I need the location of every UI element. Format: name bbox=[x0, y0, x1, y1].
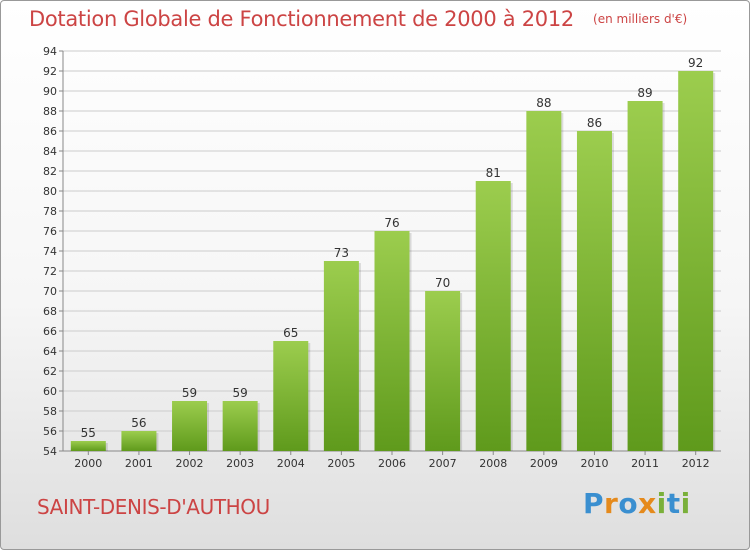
bar bbox=[678, 71, 714, 451]
logo-letter: i bbox=[680, 487, 691, 520]
x-tick-label: 2007 bbox=[429, 457, 457, 470]
y-tick-label: 66 bbox=[43, 325, 57, 338]
x-tick-label: 2005 bbox=[327, 457, 355, 470]
x-tick-label: 2006 bbox=[378, 457, 406, 470]
label-layer: 55 56 59 59 65 73 76 70 81 88 86 89 92 bbox=[81, 56, 704, 440]
bar bbox=[121, 431, 157, 451]
y-tick-label: 56 bbox=[43, 425, 57, 438]
y-tick-label: 60 bbox=[43, 385, 57, 398]
y-tick-label: 78 bbox=[43, 205, 57, 218]
y-tick-label: 72 bbox=[43, 265, 57, 278]
logo-letter: o bbox=[618, 487, 639, 520]
chart-unit: (en milliers d'€) bbox=[593, 12, 688, 26]
y-tick-label: 88 bbox=[43, 105, 57, 118]
proxiti-logo: Proxiti bbox=[583, 487, 691, 520]
y-tick-label: 82 bbox=[43, 165, 57, 178]
bar bbox=[172, 401, 208, 451]
data-label: 73 bbox=[334, 246, 349, 260]
data-label: 92 bbox=[688, 56, 703, 70]
data-label: 81 bbox=[486, 166, 501, 180]
y-tick-label: 70 bbox=[43, 285, 57, 298]
data-label: 56 bbox=[131, 416, 146, 430]
bar bbox=[323, 261, 359, 451]
bar bbox=[475, 181, 511, 451]
logo-letter: i bbox=[656, 487, 667, 520]
bar bbox=[425, 291, 461, 451]
logo-letter: x bbox=[638, 487, 657, 520]
data-label: 88 bbox=[536, 96, 551, 110]
x-tick-label: 2009 bbox=[530, 457, 558, 470]
commune-name: SAINT-DENIS-D'AUTHOU bbox=[37, 495, 270, 519]
y-tick-label: 62 bbox=[43, 365, 57, 378]
bar bbox=[526, 111, 562, 451]
logo-letter: r bbox=[604, 487, 619, 520]
data-label: 59 bbox=[233, 386, 248, 400]
x-tick-label: 2000 bbox=[74, 457, 102, 470]
bar bbox=[627, 101, 663, 451]
x-tick-label: 2002 bbox=[176, 457, 204, 470]
data-label: 65 bbox=[283, 326, 298, 340]
y-tick-label: 54 bbox=[43, 445, 57, 458]
bar bbox=[222, 401, 258, 451]
bar-chart: 54 56 58 60 62 64 66 68 70 72 74 76 78 80 82 84 86 88 90 92… bbox=[43, 45, 721, 470]
chart-title-row: Dotation Globale de Fonctionnement de 20… bbox=[29, 7, 687, 31]
y-tick-label: 90 bbox=[43, 85, 57, 98]
chart-title: Dotation Globale de Fonctionnement de 20… bbox=[29, 7, 574, 31]
y-tick-label: 74 bbox=[43, 245, 57, 258]
x-tick-label: 2012 bbox=[682, 457, 710, 470]
bar bbox=[273, 341, 309, 451]
y-tick-label: 80 bbox=[43, 185, 57, 198]
logo-letter: P bbox=[583, 487, 605, 520]
y-tick-label: 68 bbox=[43, 305, 57, 318]
data-label: 89 bbox=[637, 86, 652, 100]
bar-layer bbox=[70, 71, 716, 451]
x-tick-label: 2008 bbox=[479, 457, 507, 470]
data-label: 59 bbox=[182, 386, 197, 400]
y-tick-label: 64 bbox=[43, 345, 57, 358]
y-tick-label: 58 bbox=[43, 405, 57, 418]
bar bbox=[70, 441, 106, 451]
y-tick-label: 84 bbox=[43, 145, 57, 158]
y-tick-label: 86 bbox=[43, 125, 57, 138]
y-tick-label: 94 bbox=[43, 45, 57, 58]
data-label: 86 bbox=[587, 116, 602, 130]
data-label: 76 bbox=[384, 216, 399, 230]
y-tick-label: 92 bbox=[43, 65, 57, 78]
x-tick-label: 2011 bbox=[631, 457, 659, 470]
data-label: 70 bbox=[435, 276, 450, 290]
y-tick-label: 76 bbox=[43, 225, 57, 238]
x-tick-label: 2004 bbox=[277, 457, 305, 470]
x-tick-label: 2010 bbox=[580, 457, 608, 470]
data-label: 55 bbox=[81, 426, 96, 440]
x-tick-label: 2001 bbox=[125, 457, 153, 470]
bar bbox=[576, 131, 612, 451]
x-tick-label: 2003 bbox=[226, 457, 254, 470]
bar bbox=[374, 231, 410, 451]
logo-letter: t bbox=[666, 487, 681, 520]
